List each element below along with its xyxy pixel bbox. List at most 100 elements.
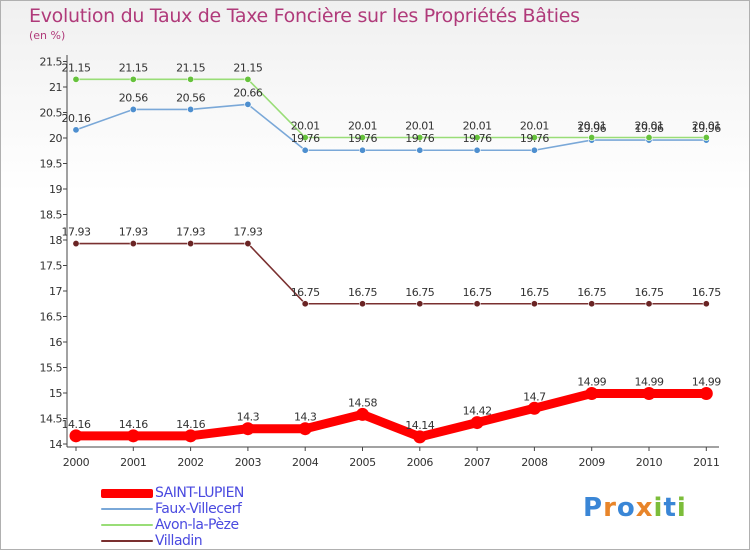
- data-point: [298, 422, 312, 436]
- data-labels: 20.16 20.56 20.56 20.66 19.76 19.76 19.76 19.76…: [62, 61, 722, 432]
- data-label: 20.01: [348, 119, 377, 132]
- data-point: [530, 300, 538, 308]
- data-point: [702, 133, 710, 141]
- data-point: [530, 146, 538, 154]
- data-point: [72, 240, 80, 248]
- data-point: [413, 430, 427, 444]
- data-label: 14.3: [294, 411, 317, 424]
- legend-label: Faux-Villecerf: [155, 501, 242, 517]
- data-label: 14.14: [405, 419, 434, 432]
- y-tick-label: 15.5: [40, 362, 63, 375]
- series-layer: [69, 75, 713, 444]
- data-point: [473, 133, 481, 141]
- x-tick-label: 2011: [693, 456, 719, 469]
- data-label: 14.16: [176, 418, 205, 431]
- data-point: [241, 422, 255, 436]
- x-tick-label: 2009: [578, 456, 605, 469]
- y-tick-label: 20: [49, 132, 62, 145]
- data-point: [645, 300, 653, 308]
- data-point: [301, 146, 309, 154]
- data-point: [129, 75, 137, 83]
- data-point: [187, 240, 195, 248]
- data-point: [416, 133, 424, 141]
- axes: 1414.51515.51616.51717.51818.51919.52020…: [40, 55, 720, 469]
- y-tick-label: 21: [49, 81, 62, 94]
- data-point: [72, 126, 80, 134]
- data-point: [126, 429, 140, 443]
- data-label: 21.15: [119, 61, 148, 74]
- data-point: [187, 105, 195, 113]
- data-label: 17.93: [62, 226, 91, 239]
- series-line-faux-villecerf: [75, 103, 708, 152]
- data-label: 14.42: [463, 405, 492, 418]
- series-line-saint-lupien: [71, 389, 711, 442]
- data-label: 14.16: [119, 418, 148, 431]
- data-point: [129, 105, 137, 113]
- data-point: [244, 240, 252, 248]
- y-tick-label: 21.5: [40, 56, 63, 69]
- data-point: [527, 401, 541, 415]
- data-point: [473, 146, 481, 154]
- chart-subtitle: (en %): [29, 29, 66, 42]
- data-label: 19.96: [635, 122, 664, 135]
- brand-letter: x: [635, 493, 654, 523]
- y-tick-label: 14.5: [40, 413, 63, 426]
- data-point: [642, 387, 656, 401]
- data-label: 21.15: [233, 61, 262, 74]
- data-label: 19.76: [348, 132, 377, 145]
- y-tick-label: 20.5: [40, 107, 63, 120]
- data-label: 20.01: [405, 119, 434, 132]
- y-tick-label: 16.5: [40, 311, 63, 324]
- data-point: [473, 300, 481, 308]
- data-label: 14.99: [692, 376, 721, 389]
- y-tick-label: 15: [49, 387, 62, 400]
- data-point: [585, 387, 599, 401]
- brand-logo: Proxiti: [583, 493, 687, 523]
- legend-label: Villadin: [155, 533, 203, 549]
- data-point: [301, 300, 309, 308]
- data-label: 20.01: [463, 119, 492, 132]
- y-tick-label: 19: [49, 183, 62, 196]
- brand-letter: i: [676, 493, 687, 523]
- data-label: 19.96: [692, 122, 721, 135]
- data-label: 20.01: [692, 119, 721, 132]
- data-point: [301, 133, 309, 141]
- data-label: 14.16: [62, 418, 91, 431]
- data-point: [702, 300, 710, 308]
- brand-letter: i: [653, 493, 664, 523]
- data-label: 14.7: [523, 390, 546, 403]
- data-point: [588, 300, 596, 308]
- data-label: 16.75: [520, 286, 549, 299]
- data-point: [184, 429, 198, 443]
- data-point: [69, 429, 83, 443]
- data-label: 17.93: [119, 226, 148, 239]
- data-label: 17.93: [176, 226, 205, 239]
- data-point: [358, 146, 366, 154]
- data-point: [470, 416, 484, 430]
- data-point: [187, 75, 195, 83]
- data-point: [358, 300, 366, 308]
- y-tick-label: 18: [49, 234, 62, 247]
- data-label: 20.01: [291, 119, 320, 132]
- brand-letter: t: [663, 493, 677, 523]
- legend-swatch: [101, 524, 153, 526]
- x-tick-label: 2003: [235, 456, 262, 469]
- data-label: 20.16: [62, 112, 91, 125]
- x-tick-label: 2007: [464, 456, 491, 469]
- data-label: 19.76: [463, 132, 492, 145]
- x-tick-label: 2000: [63, 456, 90, 469]
- data-label: 19.96: [577, 122, 606, 135]
- data-label: 20.56: [176, 91, 205, 104]
- y-tick-label: 18.5: [40, 209, 63, 222]
- data-label: 19.76: [291, 132, 320, 145]
- brand-letter: r: [603, 493, 617, 523]
- x-tick-label: 2008: [521, 456, 548, 469]
- x-tick-label: 2010: [636, 456, 663, 469]
- data-point: [129, 240, 137, 248]
- data-label: 21.15: [62, 61, 91, 74]
- data-point: [416, 300, 424, 308]
- data-point: [244, 75, 252, 83]
- data-label: 16.75: [405, 286, 434, 299]
